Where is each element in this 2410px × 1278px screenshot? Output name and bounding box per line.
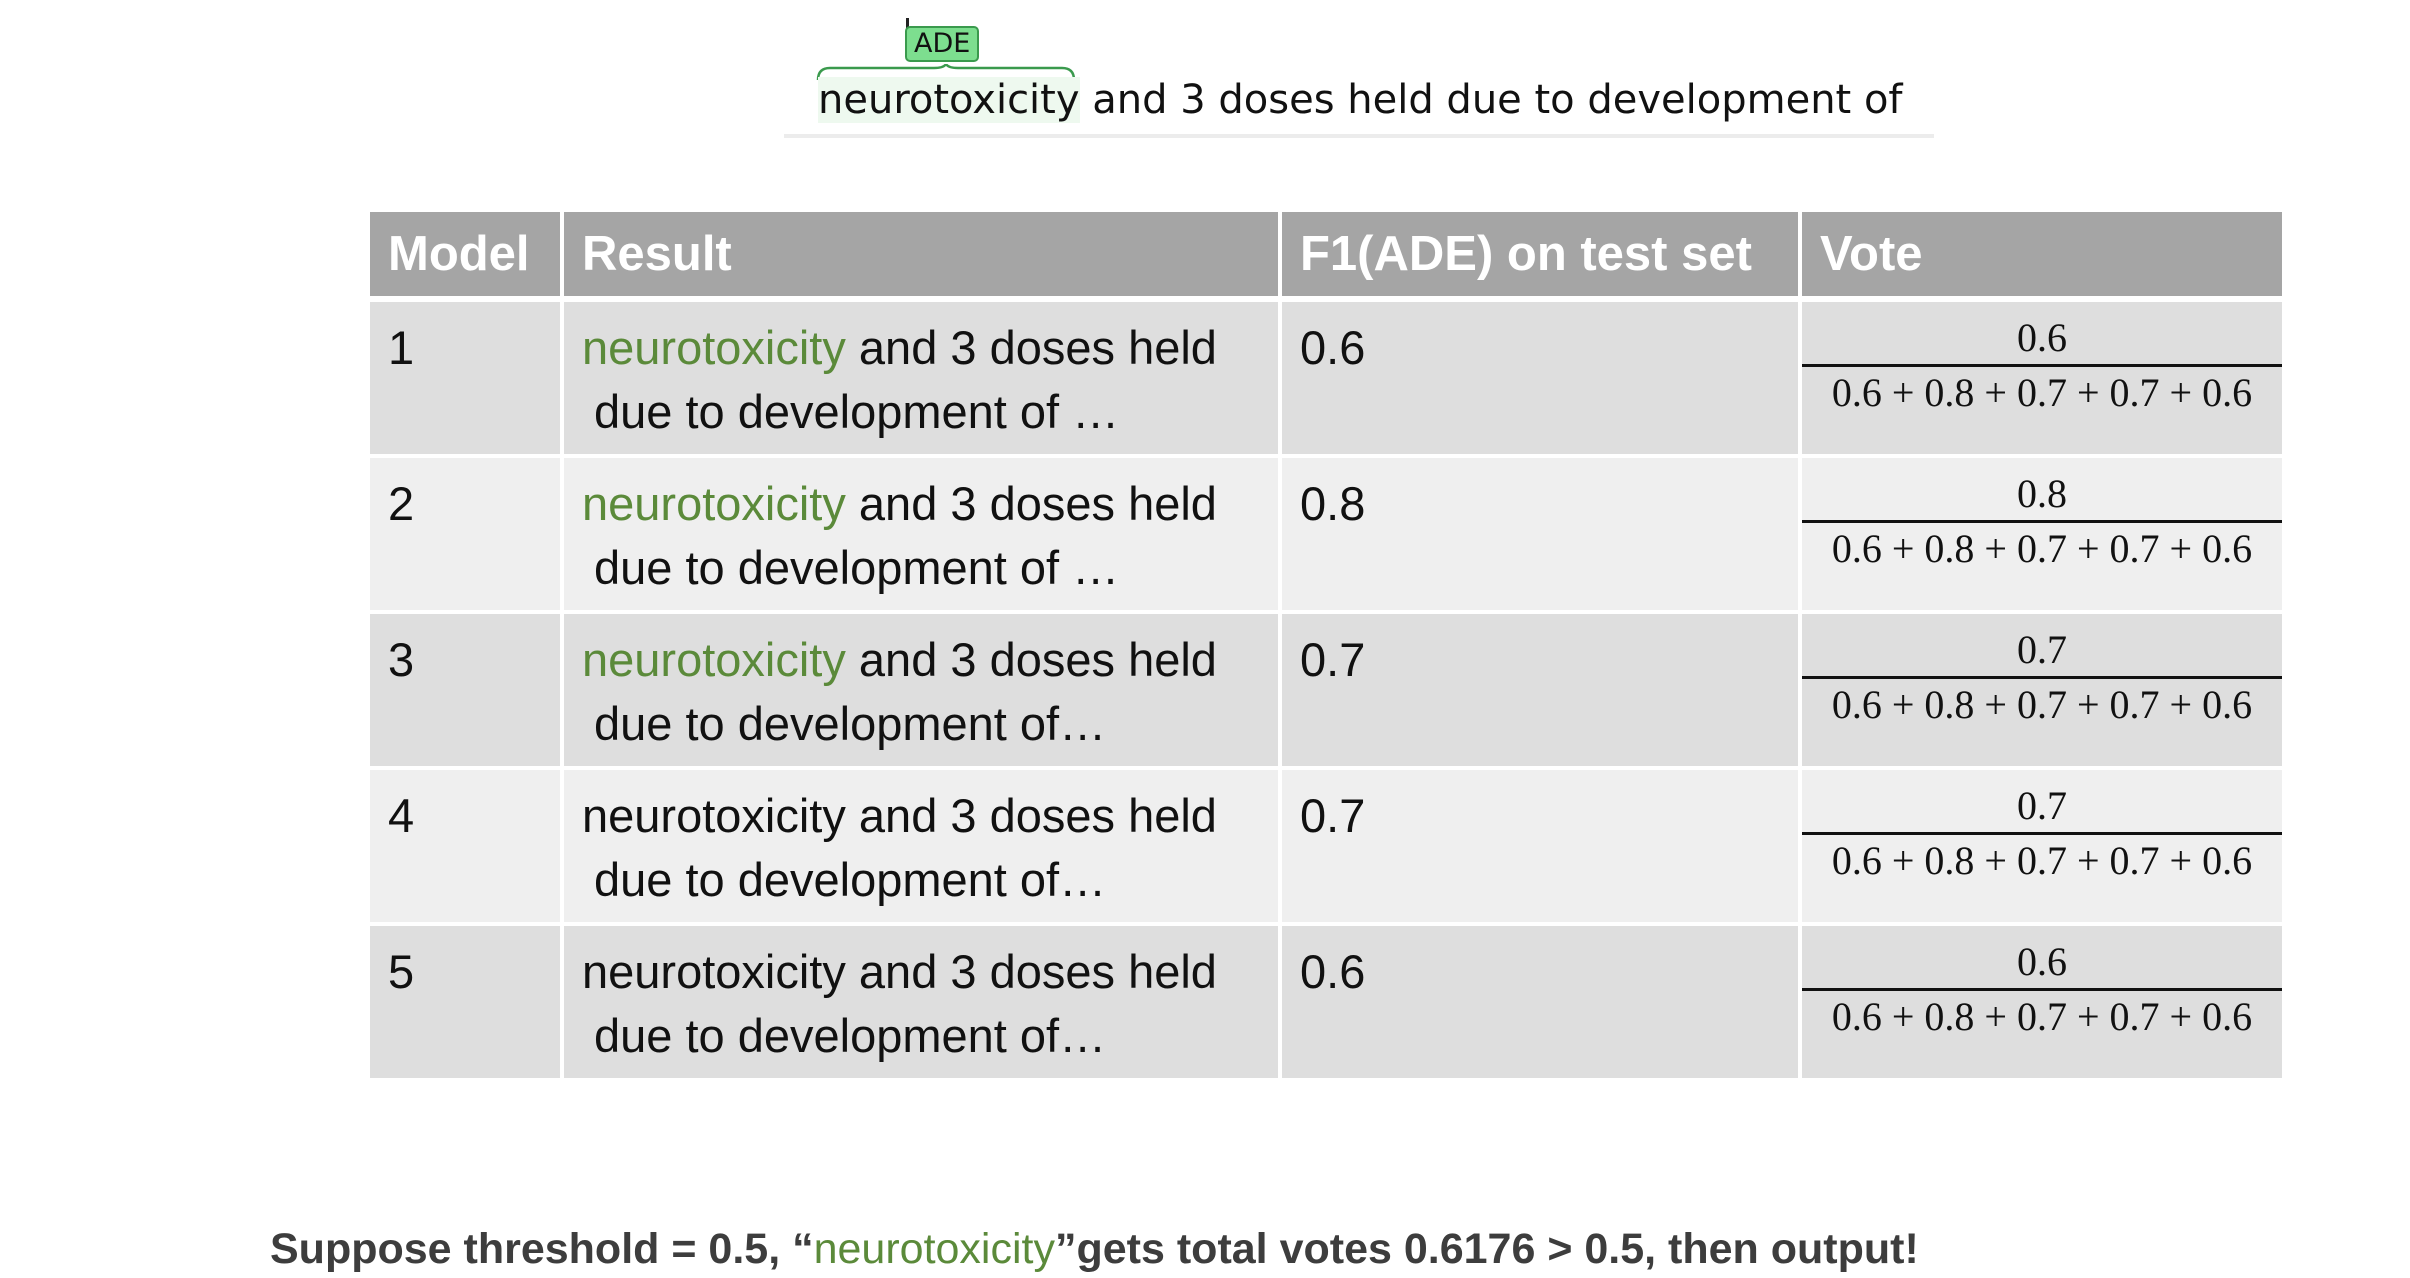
model-number: 2 xyxy=(370,458,564,614)
vote-fraction: 0.7 0.6 + 0.8 + 0.7 + 0.7 + 0.6 xyxy=(1802,780,2282,887)
result-cell: neurotoxicity and 3 doses held due to dev… xyxy=(564,458,1282,614)
vote-numerator: 0.7 xyxy=(2017,783,2067,828)
vote-cell: 0.7 0.6 + 0.8 + 0.7 + 0.7 + 0.6 xyxy=(1802,770,2282,926)
vote-denominator: 0.6 + 0.8 + 0.7 + 0.7 + 0.6 xyxy=(1831,370,2253,415)
annotated-sentence: neurotoxicity and 3 doses held due to de… xyxy=(818,74,1903,126)
header-result: Result xyxy=(564,212,1282,302)
f1-score: 0.8 xyxy=(1282,458,1802,614)
vote-cell: 0.6 0.6 + 0.8 + 0.7 + 0.7 + 0.6 xyxy=(1802,302,2282,458)
fraction-bar xyxy=(1802,520,2282,523)
vote-denominator: 0.6 + 0.8 + 0.7 + 0.7 + 0.6 xyxy=(1831,526,2253,571)
result-term: neurotoxicity xyxy=(582,321,846,374)
model-number: 3 xyxy=(370,614,564,770)
annotated-entity-span[interactable]: neurotoxicity xyxy=(818,77,1080,123)
vote-cell: 0.8 0.6 + 0.8 + 0.7 + 0.7 + 0.6 xyxy=(1802,458,2282,614)
vote-fraction: 0.7 0.6 + 0.8 + 0.7 + 0.7 + 0.6 xyxy=(1802,624,2282,731)
conclusion-suffix: ”gets total votes 0.6176 > 0.5, then out… xyxy=(1055,1225,1919,1273)
entity-label-ade[interactable]: ADE xyxy=(905,26,980,62)
result-line-2: due to development of… xyxy=(594,1009,1107,1062)
result-line-2: due to development of… xyxy=(594,697,1107,750)
result-line-2: due to development of … xyxy=(594,541,1120,594)
result-line-2: due to development of … xyxy=(594,385,1120,438)
model-number: 5 xyxy=(370,926,564,1082)
annotation-snippet: ADE neurotoxicity and 3 doses held due t… xyxy=(784,0,1934,138)
vote-cell: 0.6 0.6 + 0.8 + 0.7 + 0.7 + 0.6 xyxy=(1802,926,2282,1082)
vote-denominator: 0.6 + 0.8 + 0.7 + 0.7 + 0.6 xyxy=(1831,682,2253,727)
table-header-row: Model Result F1(ADE) on test set Vote xyxy=(370,212,2282,302)
result-cell: neurotoxicity and 3 doses held due to dev… xyxy=(564,614,1282,770)
f1-score: 0.6 xyxy=(1282,926,1802,1082)
result-cell: neurotoxicity and 3 doses held due to dev… xyxy=(564,302,1282,458)
result-term: neurotoxicity xyxy=(582,633,846,686)
result-line-1-rest: and 3 doses held xyxy=(845,321,1217,374)
result-line-2: due to development of… xyxy=(594,853,1107,906)
result-line-1-rest: and 3 doses held xyxy=(845,477,1217,530)
fraction-bar xyxy=(1802,364,2282,367)
fraction-bar xyxy=(1802,988,2282,991)
table-row: 2 neurotoxicity and 3 doses held due to de… xyxy=(370,458,2282,614)
sentence-rest: and 3 doses held due to development of xyxy=(1079,77,1903,123)
conclusion-prefix: Suppose threshold = 0.5, “ xyxy=(270,1225,814,1273)
vote-fraction: 0.6 0.6 + 0.8 + 0.7 + 0.7 + 0.6 xyxy=(1802,312,2282,419)
result-line-1-rest: and 3 doses held xyxy=(845,945,1217,998)
conclusion-term: neurotoxicity xyxy=(813,1225,1055,1273)
result-line-1: neurotoxicity and 3 doses held xyxy=(582,628,1278,692)
result-term: neurotoxicity xyxy=(582,477,846,530)
table-row: 3 neurotoxicity and 3 doses held due to de… xyxy=(370,614,2282,770)
result-line-1: neurotoxicity and 3 doses held xyxy=(582,316,1278,380)
conclusion-text: Suppose threshold = 0.5, “neurotoxicity”… xyxy=(270,1222,1919,1276)
result-line-1-rest: and 3 doses held xyxy=(845,789,1217,842)
result-line-1: neurotoxicity and 3 doses held xyxy=(582,472,1278,536)
fraction-bar xyxy=(1802,832,2282,835)
span-brace xyxy=(816,64,1076,81)
result-term: neurotoxicity xyxy=(582,945,846,998)
f1-score: 0.7 xyxy=(1282,770,1802,926)
vote-denominator: 0.6 + 0.8 + 0.7 + 0.7 + 0.6 xyxy=(1831,838,2253,883)
result-line-1-rest: and 3 doses held xyxy=(845,633,1217,686)
table-row: 4 neurotoxicity and 3 doses held due to de… xyxy=(370,770,2282,926)
model-number: 4 xyxy=(370,770,564,926)
fraction-bar xyxy=(1802,676,2282,679)
vote-numerator: 0.7 xyxy=(2017,627,2067,672)
result-line-1: neurotoxicity and 3 doses held xyxy=(582,784,1278,848)
header-vote: Vote xyxy=(1802,212,2282,302)
table-row: 5 neurotoxicity and 3 doses held due to de… xyxy=(370,926,2282,1082)
f1-score: 0.6 xyxy=(1282,302,1802,458)
f1-score: 0.7 xyxy=(1282,614,1802,770)
vote-numerator: 0.6 xyxy=(2017,939,2067,984)
vote-fraction: 0.8 0.6 + 0.8 + 0.7 + 0.7 + 0.6 xyxy=(1802,468,2282,575)
vote-fraction: 0.6 0.6 + 0.8 + 0.7 + 0.7 + 0.6 xyxy=(1802,936,2282,1043)
result-line-1: neurotoxicity and 3 doses held xyxy=(582,940,1278,1004)
header-model: Model xyxy=(370,212,564,302)
table-row: 1 neurotoxicity and 3 doses held due to de… xyxy=(370,302,2282,458)
result-term: neurotoxicity xyxy=(582,789,846,842)
vote-numerator: 0.6 xyxy=(2017,315,2067,360)
vote-cell: 0.7 0.6 + 0.8 + 0.7 + 0.7 + 0.6 xyxy=(1802,614,2282,770)
vote-numerator: 0.8 xyxy=(2017,471,2067,516)
header-f1: F1(ADE) on test set xyxy=(1282,212,1802,302)
model-number: 1 xyxy=(370,302,564,458)
vote-denominator: 0.6 + 0.8 + 0.7 + 0.7 + 0.6 xyxy=(1831,994,2253,1039)
result-cell: neurotoxicity and 3 doses held due to dev… xyxy=(564,926,1282,1082)
result-cell: neurotoxicity and 3 doses held due to dev… xyxy=(564,770,1282,926)
